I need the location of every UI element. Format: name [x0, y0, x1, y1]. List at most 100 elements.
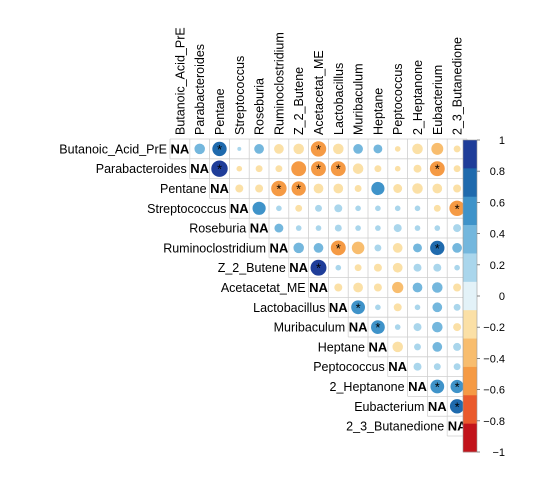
correlation-circle: [431, 142, 444, 155]
grid-layer: [169, 138, 468, 437]
correlation-circle: [351, 241, 365, 255]
correlation-circle: [374, 165, 382, 173]
correlation-circle: [453, 363, 461, 371]
diagonal-cell: [190, 159, 210, 179]
correlation-circle: [433, 263, 442, 272]
correlation-circle: [313, 243, 324, 253]
correlation-circle: [351, 300, 365, 315]
colorbar-segment: [463, 423, 477, 453]
correlation-circle: [393, 224, 402, 233]
correlation-circle: [375, 304, 381, 311]
diagonal-na-label: NA: [428, 399, 447, 414]
colorbar-tick-label: 0.4: [490, 229, 505, 241]
correlation-circle: [333, 143, 344, 155]
row-label: Peptococcus: [313, 360, 385, 374]
correlation-circle: [453, 283, 462, 292]
correlation-circle: [254, 144, 264, 154]
diagonal-na-label: NA: [250, 221, 269, 236]
column-label: Z_2_Butene: [292, 67, 306, 135]
row-label: 2_3_Butanedione: [346, 420, 444, 434]
correlation-circle: [429, 161, 445, 177]
correlation-circle: [293, 143, 304, 155]
colorbar-segment: [463, 253, 477, 283]
correlation-circle: [330, 161, 346, 177]
column-label: 2_Heptanone: [411, 60, 425, 135]
correlation-circle: [413, 362, 422, 371]
significance-marker: *: [455, 201, 460, 216]
row-label: Pentane: [160, 182, 207, 196]
diagonal-na-label: NA: [210, 181, 229, 196]
correlation-circle: [414, 304, 421, 311]
correlation-circle: [394, 146, 401, 152]
diagonal-na-label: NA: [408, 379, 427, 394]
colorbar-tick-label: −1: [492, 447, 505, 459]
column-label: 2_3_Butanedione: [451, 37, 465, 135]
column-label: Pentane: [213, 88, 227, 135]
correlation-circle: [375, 205, 381, 212]
correlation-circle: [453, 303, 461, 311]
correlation-circle: [313, 183, 324, 194]
diagonal-cell: [447, 416, 467, 436]
row-label: Eubacterium: [354, 400, 424, 414]
diagonal-cell: [249, 218, 269, 238]
correlation-circle: [237, 146, 242, 151]
correlation-circle: [275, 165, 283, 173]
diagonal-cell: [269, 238, 289, 258]
correlation-circle: [371, 320, 385, 334]
diagonal-na-label: NA: [329, 300, 348, 315]
colorbar-segment: [463, 225, 477, 254]
correlation-circle: [194, 143, 205, 155]
correlation-circle: [274, 223, 284, 233]
column-label: Peptococcus: [391, 63, 405, 135]
correlation-circle: [432, 342, 443, 352]
colorbar-segment: [463, 338, 477, 368]
significance-marker: *: [217, 162, 222, 177]
correlation-circle: [373, 144, 383, 154]
row-label: Lactobacillus: [253, 301, 325, 315]
column-label: Lactobacillus: [332, 63, 346, 135]
correlation-circle: [295, 204, 303, 212]
correlation-circle: [432, 282, 443, 293]
correlation-circle: [353, 144, 363, 154]
correlation-circle: [394, 324, 401, 330]
diagonal-cell: [408, 377, 427, 396]
correlation-circle: [212, 141, 227, 157]
correlation-circle: [235, 184, 244, 193]
correlation-circle: [414, 225, 421, 231]
correlation-circle: [414, 343, 421, 351]
row-label: Roseburia: [189, 222, 246, 236]
column-label: Heptane: [371, 88, 385, 135]
row-label: 2_Heptanone: [330, 380, 405, 394]
diagonal-na-label: NA: [369, 339, 388, 354]
correlation-circle: [412, 183, 423, 194]
significance-marker: *: [336, 162, 341, 177]
diagonal-na-label: NA: [448, 419, 467, 434]
column-label: Eubacterium: [431, 65, 445, 135]
diagonal-cell: [388, 357, 408, 377]
row-label: Heptane: [318, 340, 365, 354]
column-label: Parabacteroides: [193, 44, 207, 135]
row-label: Butanoic_Acid_PrE: [59, 142, 167, 156]
row-label: Z_2_Butene: [218, 261, 286, 275]
column-label: Acetacetat_ME: [312, 50, 326, 135]
correlation-circle: [394, 205, 401, 212]
correlation-circle: [315, 204, 322, 212]
correlation-circle: [453, 323, 462, 332]
correlation-circle: [330, 240, 346, 256]
correlation-circle: [452, 243, 462, 253]
correlation-circle: [255, 184, 264, 193]
correlation-circle: [295, 225, 302, 231]
correlation-circle: [453, 165, 461, 173]
row-label: Parabacteroides: [96, 162, 187, 176]
correlation-circle: [450, 379, 464, 394]
correlation-circle: [373, 263, 382, 272]
colorbar-tick-label: 0.6: [490, 197, 505, 209]
colorbar-tick-label: −0.8: [483, 416, 505, 428]
correlation-circle: [354, 264, 362, 272]
correlation-circle: [433, 204, 441, 212]
colorbar-segment: [463, 140, 477, 169]
correlation-circle: [334, 283, 343, 292]
correlation-circle: [335, 264, 342, 271]
